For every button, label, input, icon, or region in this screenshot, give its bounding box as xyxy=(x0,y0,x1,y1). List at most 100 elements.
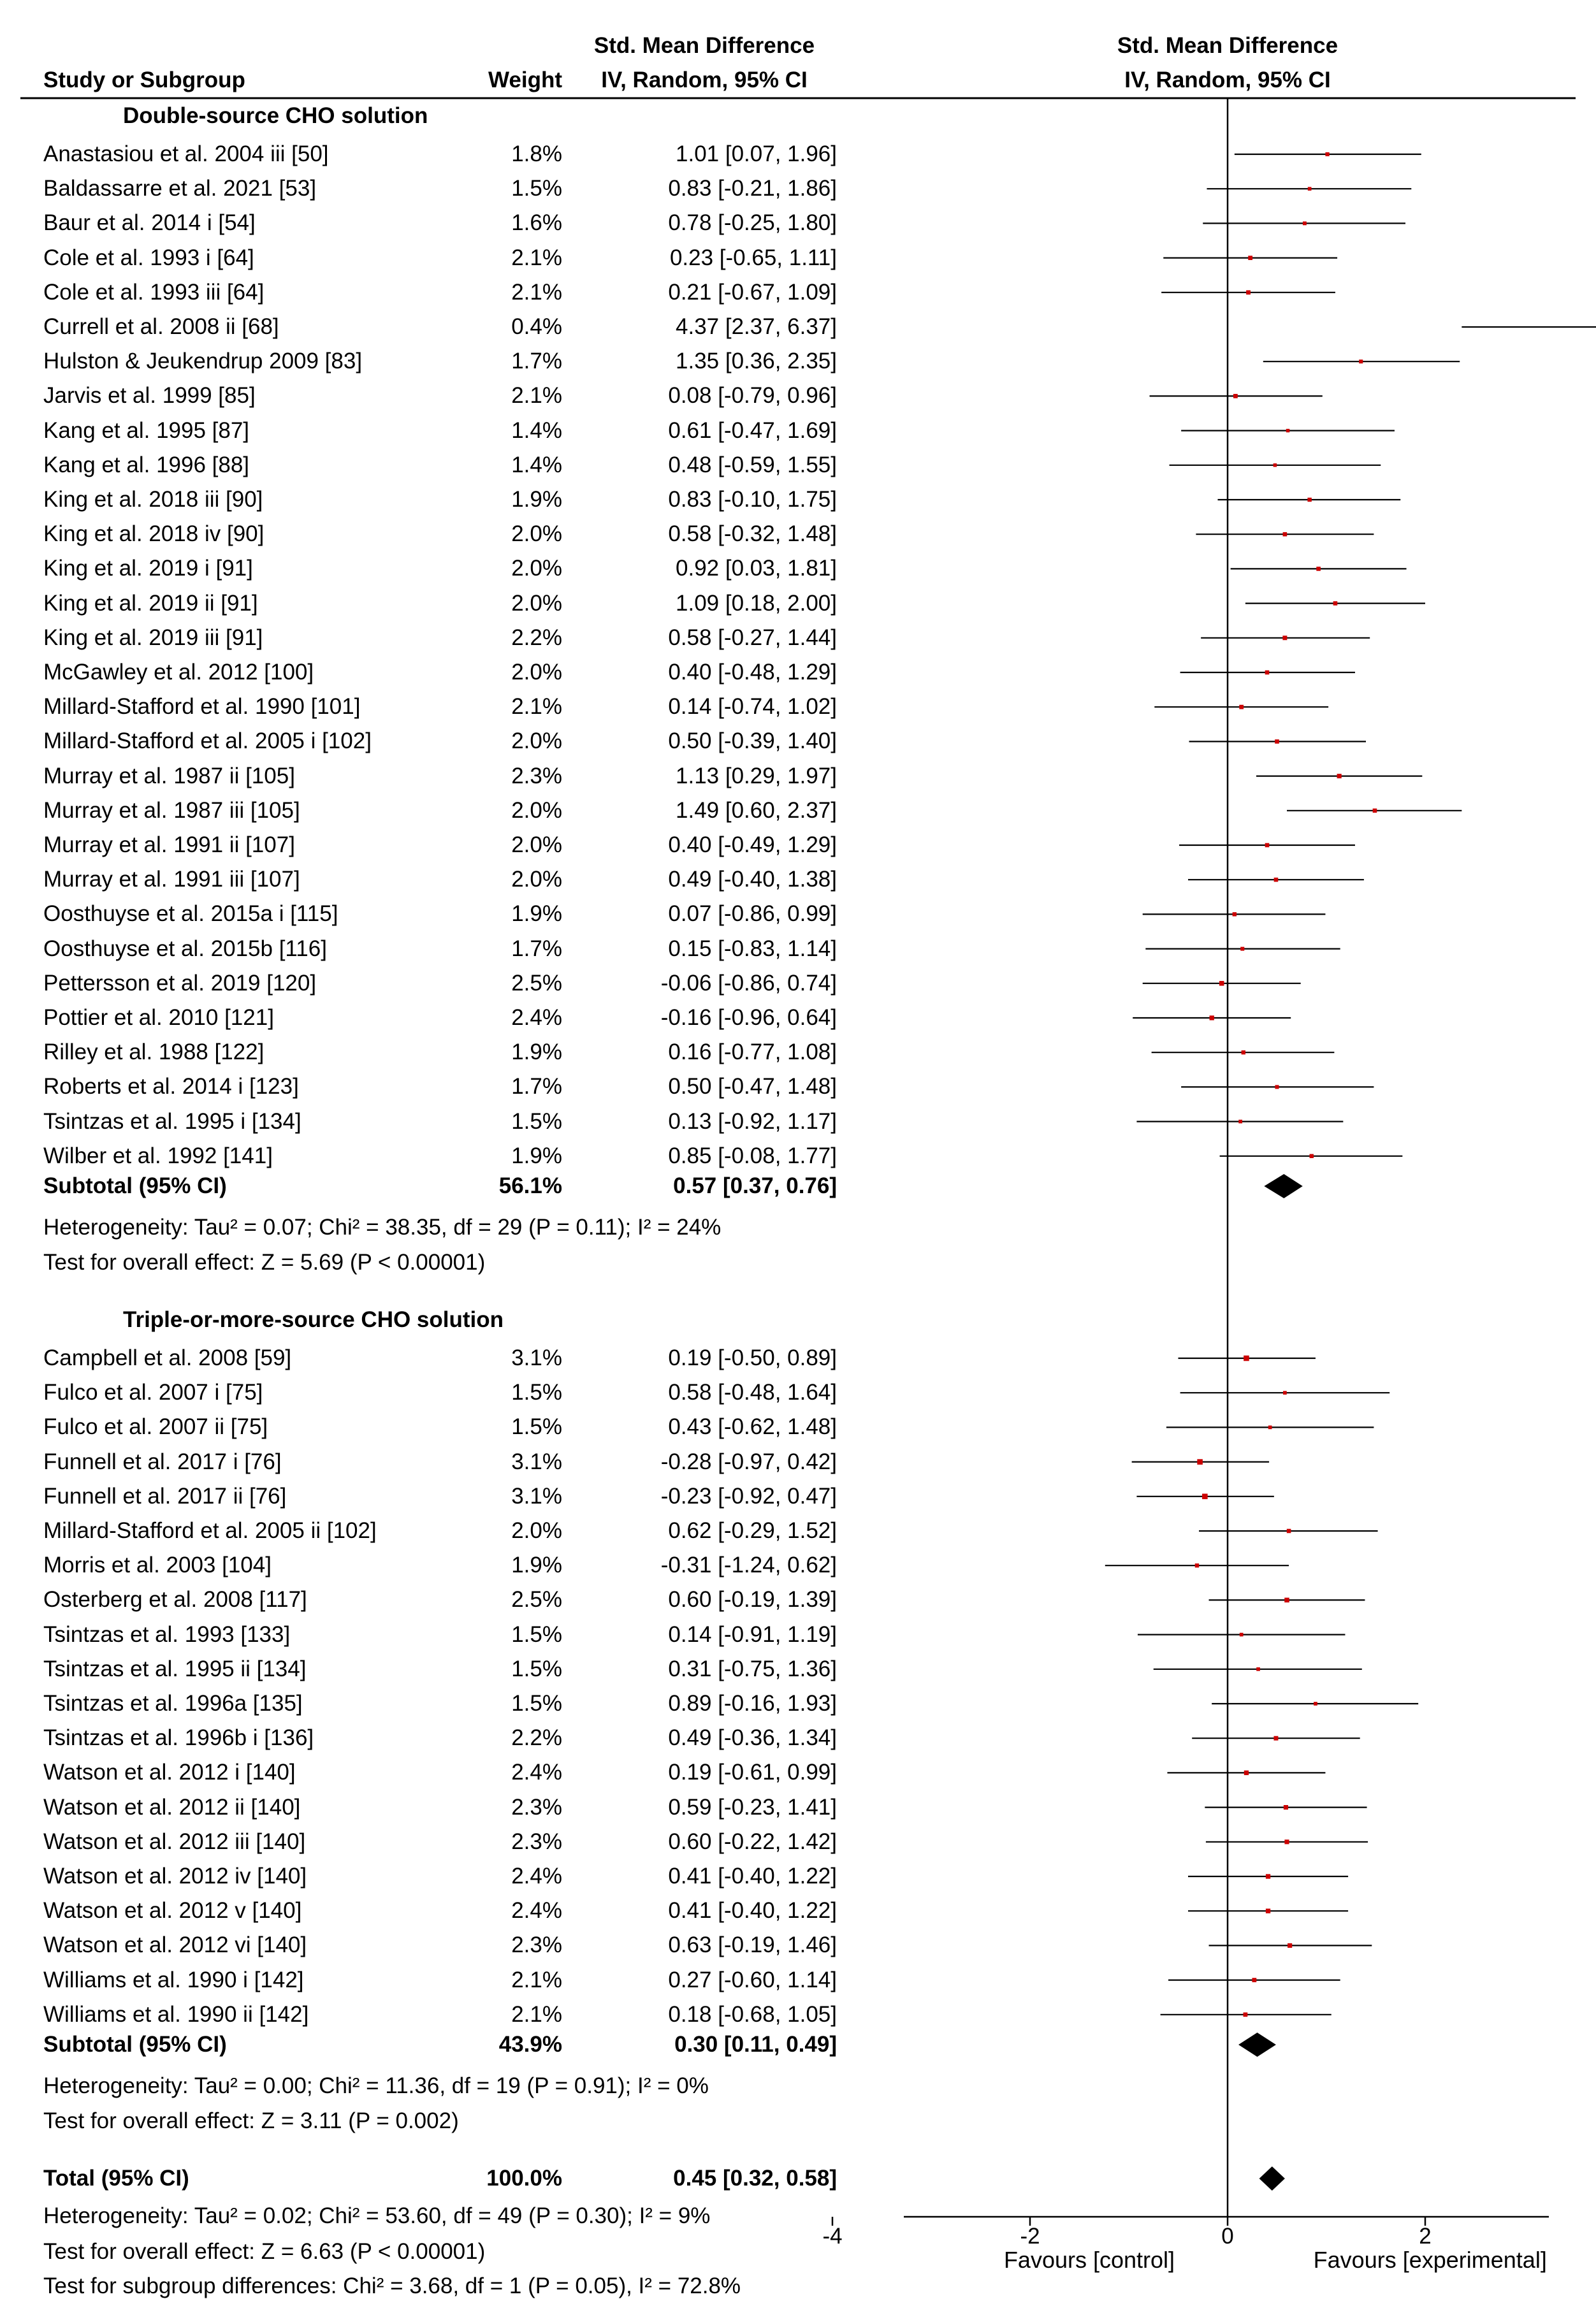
study-name: Currell et al. 2008 ii [68] xyxy=(43,314,279,339)
study-point-marker xyxy=(1372,808,1377,813)
study-point-marker xyxy=(1219,981,1224,986)
study-weight: 2.3% xyxy=(511,1829,562,1854)
study-ci: 0.15 [-0.83, 1.14] xyxy=(668,936,837,961)
study-weight: 1.5% xyxy=(511,1656,562,1681)
plot-header-line2: IV, Random, 95% CI xyxy=(1124,68,1331,92)
study-ci: 0.58 [-0.48, 1.64] xyxy=(668,1380,837,1405)
study-point-marker xyxy=(1282,635,1288,641)
study-name: Watson et al. 2012 iii [140] xyxy=(43,1829,306,1854)
study-weight: 1.5% xyxy=(511,1621,562,1647)
study-name: Funnell et al. 2017 ii [76] xyxy=(43,1483,287,1509)
study-weight: 1.9% xyxy=(511,487,562,512)
total-overall-effect-text: Test for overall effect: Z = 6.63 (P < 0… xyxy=(43,2239,486,2264)
study-name: Campbell et al. 2008 [59] xyxy=(43,1345,292,1370)
study-ci: 0.40 [-0.48, 1.29] xyxy=(668,660,837,685)
study-name: Wilber et al. 1992 [141] xyxy=(43,1143,273,1168)
total-diamond xyxy=(1259,2166,1285,2191)
study-weight: 1.9% xyxy=(511,1040,562,1065)
study-point-marker xyxy=(1286,428,1290,433)
study-name: Baldassarre et al. 2021 [53] xyxy=(43,176,317,201)
study-name: Kang et al. 1995 [87] xyxy=(43,417,250,443)
col-header-study: Study or Subgroup xyxy=(43,68,245,92)
study-ci: 0.50 [-0.39, 1.40] xyxy=(668,729,837,754)
study-point-marker xyxy=(1197,1459,1203,1465)
study-point-marker xyxy=(1273,463,1277,467)
study-name: Murray et al. 1987 iii [105] xyxy=(43,797,300,823)
subtotal-ci: 0.30 [0.11, 0.49] xyxy=(674,2032,837,2057)
study-weight: 1.6% xyxy=(511,210,562,236)
study-ci: 0.89 [-0.16, 1.93] xyxy=(668,1691,837,1716)
study-ci: 0.63 [-0.19, 1.46] xyxy=(668,1933,837,1958)
study-ci: 0.41 [-0.40, 1.22] xyxy=(668,1864,837,1889)
x-tick-label: 0 xyxy=(1221,2224,1233,2249)
favours-experimental-label: Favours [experimental] xyxy=(1314,2247,1547,2273)
study-weight: 2.0% xyxy=(511,1518,562,1543)
study-name: Murray et al. 1991 iii [107] xyxy=(43,867,300,892)
study-point-marker xyxy=(1284,1839,1289,1845)
study-name: Pottier et al. 2010 [121] xyxy=(43,1005,274,1030)
study-point-marker xyxy=(1246,290,1251,295)
study-point-marker xyxy=(1284,1597,1289,1603)
study-point-marker xyxy=(1307,497,1312,502)
study-ci: 0.49 [-0.40, 1.38] xyxy=(668,867,837,892)
study-ci: 0.58 [-0.32, 1.48] xyxy=(668,521,837,547)
study-ci: 1.09 [0.18, 2.00] xyxy=(676,590,837,616)
study-weight: 2.1% xyxy=(511,279,562,305)
study-point-marker xyxy=(1286,1528,1291,1534)
study-name: McGawley et al. 2012 [100] xyxy=(43,660,314,685)
study-ci: 0.58 [-0.27, 1.44] xyxy=(668,625,837,650)
study-name: Oosthuyse et al. 2015a i [115] xyxy=(43,901,338,927)
study-ci: 0.50 [-0.47, 1.48] xyxy=(668,1074,837,1099)
subgroup-title: Triple-or-more-source CHO solution xyxy=(123,1307,504,1332)
study-name: Watson et al. 2012 i [140] xyxy=(43,1760,296,1785)
total-weight: 100.0% xyxy=(486,2166,562,2191)
study-name: Roberts et al. 2014 i [123] xyxy=(43,1074,299,1099)
study-weight: 2.0% xyxy=(511,521,562,547)
study-ci: 0.41 [-0.40, 1.22] xyxy=(668,1898,837,1924)
study-weight: 1.4% xyxy=(511,417,562,443)
heterogeneity-text: Heterogeneity: Tau² = 0.00; Chi² = 11.36… xyxy=(43,2073,709,2098)
study-weight: 1.5% xyxy=(511,1691,562,1716)
study-weight: 2.1% xyxy=(511,694,562,720)
study-point-marker xyxy=(1316,567,1321,571)
study-name: Murray et al. 1987 ii [105] xyxy=(43,763,295,788)
study-name: Millard-Stafford et al. 2005 ii [102] xyxy=(43,1518,377,1543)
study-weight: 1.5% xyxy=(511,176,562,201)
study-weight: 2.1% xyxy=(511,383,562,409)
study-name: Fulco et al. 2007 ii [75] xyxy=(43,1414,268,1440)
study-point-marker xyxy=(1282,532,1288,537)
subtotal-label: Subtotal (95% CI) xyxy=(43,1173,227,1198)
study-point-marker xyxy=(1239,704,1244,709)
study-weight: 2.3% xyxy=(511,763,562,788)
x-tick-label: -4 xyxy=(822,2224,842,2249)
study-ci: 1.49 [0.60, 2.37] xyxy=(676,797,837,823)
study-name: Morris et al. 2003 [104] xyxy=(43,1553,272,1578)
study-ci: 4.37 [2.37, 6.37] xyxy=(676,314,837,339)
study-point-marker xyxy=(1265,1908,1271,1913)
study-name: Watson et al. 2012 v [140] xyxy=(43,1898,302,1924)
study-ci: -0.28 [-0.97, 0.42] xyxy=(660,1449,837,1474)
study-ci: 0.14 [-0.74, 1.02] xyxy=(668,694,837,720)
study-point-marker xyxy=(1268,1425,1272,1430)
study-ci: 0.31 [-0.75, 1.36] xyxy=(668,1656,837,1681)
study-name: Anastasiou et al. 2004 iii [50] xyxy=(43,141,329,166)
study-name: Murray et al. 1991 ii [107] xyxy=(43,832,295,857)
study-weight: 2.4% xyxy=(511,1760,562,1785)
col-header-weight: Weight xyxy=(488,68,562,92)
study-ci: 0.78 [-0.25, 1.80] xyxy=(668,210,837,236)
subtotal-weight: 43.9% xyxy=(498,2032,562,2057)
study-name: Millard-Stafford et al. 2005 i [102] xyxy=(43,729,372,754)
study-name: Cole et al. 1993 iii [64] xyxy=(43,279,265,305)
study-weight: 1.9% xyxy=(511,1143,562,1168)
study-ci: 0.07 [-0.86, 0.99] xyxy=(668,901,837,927)
plot-header-line1: Std. Mean Difference xyxy=(1117,33,1338,58)
study-name: Rilley et al. 1988 [122] xyxy=(43,1040,265,1065)
subgroup-differences-text: Test for subgroup differences: Chi² = 3.… xyxy=(43,2274,741,2298)
study-point-marker xyxy=(1241,1050,1246,1055)
study-point-marker xyxy=(1265,843,1270,848)
study-point-marker xyxy=(1275,1085,1279,1089)
study-point-marker xyxy=(1333,601,1338,606)
study-ci: 0.19 [-0.50, 0.89] xyxy=(668,1345,837,1370)
study-weight: 3.1% xyxy=(511,1483,562,1509)
